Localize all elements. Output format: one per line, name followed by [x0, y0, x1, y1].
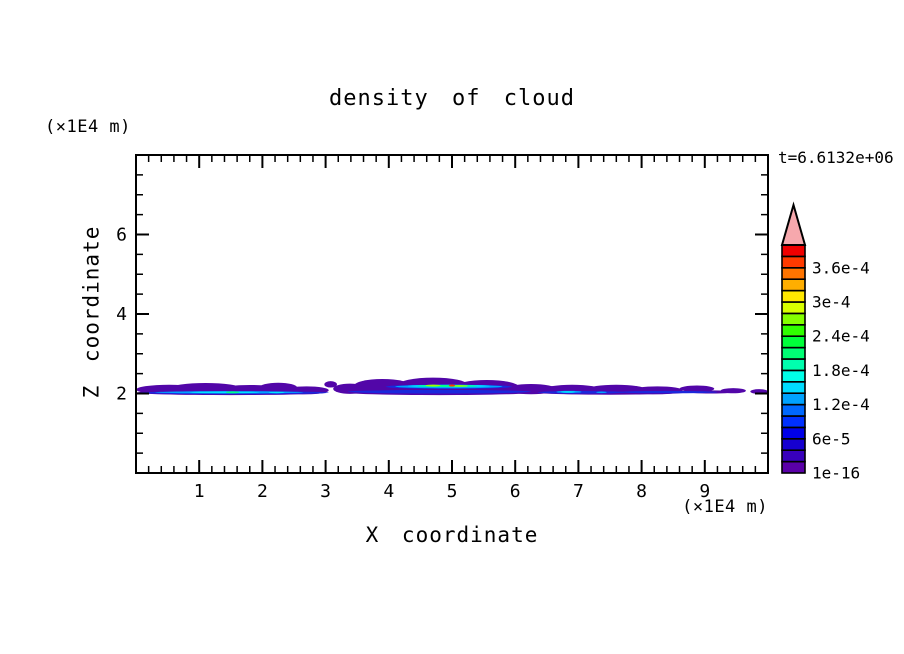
- colorbar-segment: [781, 403, 806, 417]
- y-tick-label: 6: [116, 225, 127, 246]
- colorbar-segment: [781, 369, 806, 383]
- colorbar-label: 1e-16: [812, 464, 860, 483]
- colorbar-segment: [781, 266, 806, 280]
- band-blob: [189, 391, 260, 394]
- plot-frame: [135, 154, 769, 474]
- band-layer-level-chartreuse: [425, 384, 468, 387]
- x-tick-label: 2: [257, 481, 268, 502]
- colorbar-segment: [781, 346, 806, 360]
- colorbar-segment: [781, 437, 806, 451]
- colorbar-segment: [781, 415, 806, 429]
- band-blob: [616, 390, 718, 394]
- colorbar-label: 1.2e-4: [812, 395, 870, 414]
- band-blob: [537, 391, 626, 394]
- colorbar-label: 3e-4: [812, 293, 851, 312]
- axis-ticks: [136, 155, 768, 473]
- x-tick-labels: 1 2 3 4 5 6 7 8 9: [194, 481, 710, 502]
- colorbar-overflow-arrow: [780, 201, 807, 246]
- colorbar: [780, 201, 807, 474]
- band-layer-level-red-peak: [448, 384, 456, 387]
- colorbar-label: 2.4e-4: [812, 327, 870, 346]
- band-blob: [560, 391, 576, 393]
- y-tick-labels: 2 4 6: [116, 225, 127, 405]
- x-tick-label: 9: [699, 481, 710, 502]
- colorbar-segment: [781, 323, 806, 337]
- colorbar-segment: [781, 449, 806, 463]
- colorbar-segment: [781, 426, 806, 440]
- y-tick-label: 4: [116, 304, 127, 325]
- colorbar-segment: [781, 289, 806, 303]
- band-blob: [679, 385, 715, 392]
- y-axis-unit-label: (×1E4 m): [45, 117, 131, 137]
- colorbar-segment: [781, 358, 806, 372]
- colorbar-segment: [781, 301, 806, 315]
- colorbar-labels: 1e-16 6e-5 1.2e-4 1.8e-4 2.4e-4 3e-4 3.6e-4: [812, 258, 870, 482]
- colorbar-segment: [781, 380, 806, 394]
- band-blob: [596, 391, 607, 394]
- colorbar-label: 3.6e-4: [812, 258, 870, 277]
- colorbar-segment: [781, 392, 806, 406]
- band-blob: [347, 389, 531, 394]
- colorbar-label: 1.8e-4: [812, 361, 870, 380]
- band-blob: [448, 384, 456, 387]
- colorbar-segment: [781, 255, 806, 269]
- band-blob: [324, 381, 337, 388]
- colorbar-segment: [781, 312, 806, 326]
- x-tick-label: 1: [194, 481, 205, 502]
- chart-title: density of cloud: [329, 86, 575, 111]
- colorbar-segment: [781, 460, 806, 474]
- band-blob: [425, 384, 441, 387]
- x-tick-label: 7: [573, 481, 584, 502]
- band-blob: [354, 378, 411, 393]
- colorbar-segment: [781, 278, 806, 292]
- x-tick-label: 5: [447, 481, 458, 502]
- x-axis-unit-label: (×1E4 m): [682, 497, 768, 517]
- colorbar-segment: [781, 335, 806, 349]
- time-annotation: t=6.6132e+06: [778, 148, 894, 167]
- x-tick-label: 6: [510, 481, 521, 502]
- cloud-density-band: [136, 377, 768, 396]
- y-tick-label: 2: [116, 384, 127, 405]
- x-tick-label: 4: [383, 481, 394, 502]
- band-blob: [453, 385, 468, 387]
- band-blob: [225, 391, 240, 394]
- colorbar-label: 6e-5: [812, 429, 851, 448]
- x-tick-label: 8: [636, 481, 647, 502]
- band-blob: [268, 391, 285, 394]
- x-axis-title: X coordinate: [365, 523, 539, 547]
- x-tick-label: 3: [320, 481, 331, 502]
- colorbar-segment: [781, 244, 806, 258]
